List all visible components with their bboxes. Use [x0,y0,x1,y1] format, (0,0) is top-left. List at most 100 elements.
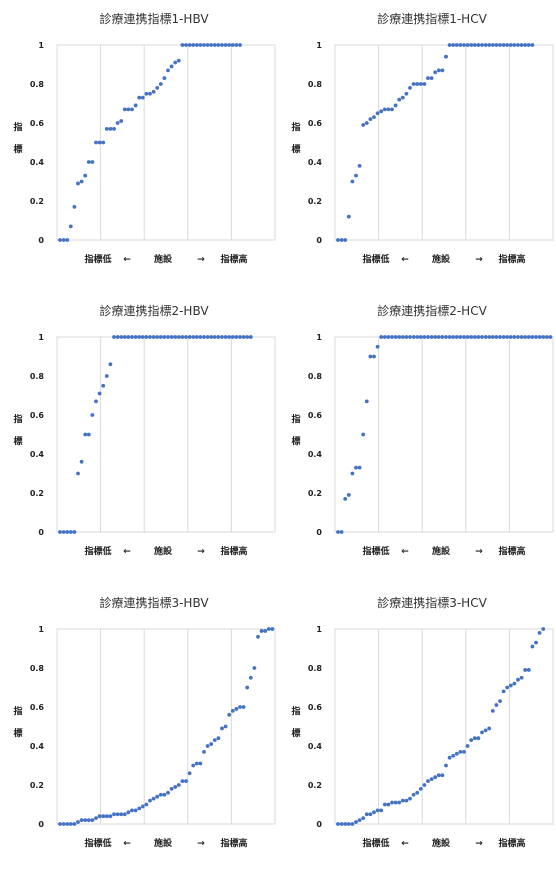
data-point [516,335,520,339]
data-point [372,115,376,120]
data-point [140,804,145,809]
data-point [462,335,466,339]
data-point [137,335,142,339]
y-tick-label: 0.2 [308,197,322,206]
chart-panel-5: 診療連携指標3-HBV 0 0.2 0.4 0.6 0.8 1 指標指標低 ← 施設 → 指標高 [0,584,278,876]
chart-title: 診療連携指標1-HCV [377,11,487,26]
data-point [65,530,70,534]
data-point [336,530,340,534]
data-point [238,705,242,709]
y-tick-label: 0.6 [30,411,45,420]
data-point [361,123,366,127]
data-point [202,335,206,339]
data-point [462,43,466,47]
data-point [390,800,394,805]
data-point [248,335,253,339]
data-point [364,812,369,817]
data-point [194,761,199,766]
data-point [241,335,246,339]
data-point [241,705,246,709]
data-point [187,771,192,776]
data-point [480,43,484,47]
data-point [266,627,271,631]
data-point [72,822,77,826]
data-point [440,335,445,339]
data-point [101,140,106,145]
chart-panel-6: 診療連携指標3-HCV 0 0.2 0.4 0.6 0.8 1 指標指標低 ← 施設 → 指標高 [278,584,556,876]
data-point [336,238,340,242]
data-point [339,822,344,826]
data-point [169,787,174,791]
data-series [58,43,242,242]
x-axis-label-mid: 施設 [432,253,451,265]
data-point [137,806,142,811]
data-point [79,179,84,184]
chart-title: 診療連携指標1-HBV [99,11,209,26]
data-point [94,399,98,404]
data-point [350,471,355,476]
data-point [429,335,434,339]
data-point [108,362,113,367]
data-point [350,179,355,184]
data-point [205,335,210,339]
data-point [187,335,192,339]
data-point [104,126,109,131]
data-point [158,82,163,86]
data-point [65,238,70,242]
y-axis-label: 指 [291,121,300,133]
x-axis-label-high: 指標高 [498,253,525,265]
x-axis-label-left-arrow: ← [401,255,409,265]
data-point [447,43,452,47]
data-point [191,763,196,768]
x-axis-label-left-arrow: ← [401,547,409,557]
data-point [343,238,348,242]
data-point [472,335,477,339]
data-point [451,753,456,758]
data-point [155,335,160,339]
x-axis-label-low: 指標低 [362,837,389,849]
y-axis-label: 指 [291,705,300,717]
data-point [339,238,344,242]
data-point [379,109,384,114]
data-point [541,335,546,339]
data-point [512,681,517,686]
data-point [404,335,409,339]
data-point [433,335,438,339]
data-point [227,43,232,47]
data-point [408,86,412,90]
data-point [458,43,463,47]
data-point [372,810,376,815]
data-point [375,111,380,116]
data-point [155,86,160,90]
data-point [505,335,510,339]
x-axis-label-left-arrow: ← [401,839,409,849]
data-point [108,814,113,819]
data-point [411,82,416,86]
y-axis-label: 指 [13,705,22,717]
data-point [223,335,228,339]
data-point [418,82,423,86]
y-tick-label: 1 [316,625,322,634]
y-axis-label: 標 [291,143,300,155]
data-point [216,335,221,339]
data-point [346,822,351,826]
y-tick-label: 0.8 [308,372,323,381]
data-point [501,43,506,47]
data-point [58,822,62,826]
data-point [516,43,520,47]
plot-area [334,44,554,241]
data-point [501,335,506,339]
x-axis-label-high: 指標高 [220,837,247,849]
data-point [530,335,535,339]
data-point [498,699,502,704]
data-point [83,432,88,437]
data-point [166,68,170,73]
data-point [357,164,362,168]
data-point [126,335,131,339]
data-point [404,91,409,96]
x-axis-label-left-arrow: ← [123,255,131,265]
data-point [68,822,73,826]
chart-title: 診療連携指標3-HCV [377,595,487,610]
data-point [465,43,470,47]
